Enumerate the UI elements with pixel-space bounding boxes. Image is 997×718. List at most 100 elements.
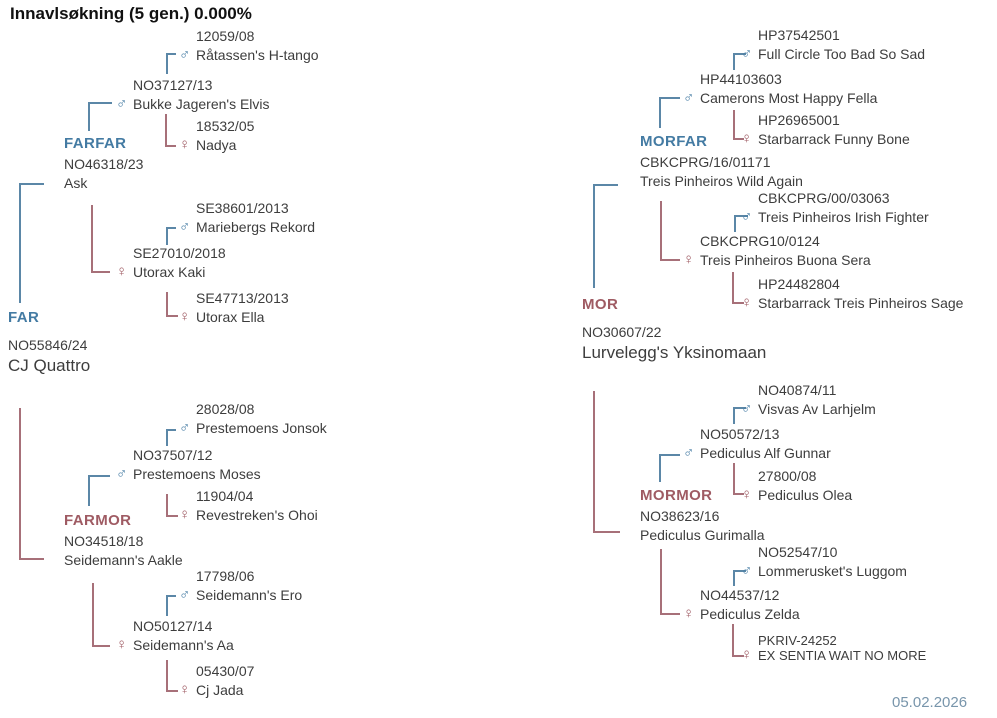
dog-name: Seidemann's Aakle <box>64 552 183 568</box>
father-connector <box>733 407 746 424</box>
dog-name: Nadya <box>196 137 237 153</box>
node-morfar: MORFAR CBKCPRG/16/01171 Treis Pinheiros … <box>640 132 803 191</box>
reg-number: NO38623/16 <box>640 508 720 524</box>
dog-name: Camerons Most Happy Fella <box>700 90 878 106</box>
node-farmormor: NO50127/14 ♀ Seidemann's Aa <box>116 617 234 655</box>
dog-name: Bukke Jageren's Elvis <box>133 96 270 112</box>
node-mormor: MORMOR NO38623/16 Pediculus Gurimalla <box>640 486 765 545</box>
node-farmor: FARMOR NO34518/18 Seidemann's Aakle <box>64 511 183 570</box>
dog-name: Treis Pinheiros Wild Again <box>640 173 803 189</box>
reg-number: NO37507/12 <box>133 447 213 463</box>
reg-number: 18532/05 <box>196 118 255 134</box>
reg-number: NO44537/12 <box>700 587 780 603</box>
node-farfarmor: SE27010/2018 ♀ Utorax Kaki <box>116 244 226 282</box>
node-farmorfar: NO37507/12 ♂ Prestemoens Moses <box>116 446 261 484</box>
dog-name: Pediculus Alf Gunnar <box>700 445 831 461</box>
male-icon: ♂ <box>741 45 753 62</box>
node-morfarfarfar: HP37542501 ♂ Full Circle Too Bad So Sad <box>741 26 926 64</box>
reg-number: 27800/08 <box>758 468 817 484</box>
mother-connector <box>733 463 744 495</box>
father-connector <box>166 595 176 616</box>
node-morfarfar: HP44103603 ♂ Camerons Most Happy Fella <box>683 70 878 108</box>
reg-number: HP26965001 <box>758 112 840 128</box>
dog-name: Pediculus Gurimalla <box>640 527 765 543</box>
node-morfarmor: CBKCPRG10/0124 ♀ Treis Pinheiros Buona Se… <box>683 232 871 270</box>
node-farmorfarfar: 28028/08 ♂ Prestemoens Jonsok <box>179 400 327 438</box>
female-icon: ♀ <box>116 636 128 653</box>
reg-number: NO55846/24 <box>8 337 88 353</box>
dog-name: Lommerusket's Luggom <box>758 563 907 579</box>
node-farfarfarfar: 12059/08 ♂ Råtassen's H-tango <box>179 27 319 65</box>
relation-label-farfar: FARFAR <box>64 135 127 152</box>
dog-name: Prestemoens Moses <box>133 466 261 482</box>
reg-number: SE38601/2013 <box>196 200 289 216</box>
female-icon: ♀ <box>683 251 695 268</box>
male-icon: ♂ <box>741 562 753 579</box>
reg-number: NO52547/10 <box>758 544 838 560</box>
dog-name: EX SENTIA WAIT NO MORE <box>758 648 927 663</box>
female-icon: ♀ <box>741 646 753 663</box>
father-connector <box>166 429 176 446</box>
node-farfarfar: NO37127/13 ♂ Bukke Jageren's Elvis <box>116 76 270 114</box>
female-icon: ♀ <box>741 130 753 147</box>
reg-number: NO30607/22 <box>582 324 662 340</box>
reg-number: HP37542501 <box>758 27 840 43</box>
dog-name: Lurvelegg's Yksinomaan <box>582 343 767 362</box>
reg-number: 11904/04 <box>196 488 254 504</box>
node-farmorfarmor: 11904/04 ♀ Revestreken's Ohoi <box>179 487 318 525</box>
father-connector <box>659 97 680 128</box>
mother-connector <box>92 583 110 647</box>
male-icon: ♂ <box>741 400 753 417</box>
father-connector <box>734 215 748 232</box>
male-icon: ♂ <box>683 89 695 106</box>
node-mormormor: NO44537/12 ♀ Pediculus Zelda <box>683 586 800 624</box>
male-icon: ♂ <box>179 419 191 436</box>
dog-name: Prestemoens Jonsok <box>196 420 327 436</box>
female-icon: ♀ <box>179 308 191 325</box>
mother-connector <box>593 391 620 533</box>
relation-label-far: FAR <box>8 309 40 326</box>
mother-connector <box>733 110 744 140</box>
female-icon: ♀ <box>683 605 695 622</box>
node-farfarmormor: SE47713/2013 ♀ Utorax Ella <box>179 289 289 327</box>
male-icon: ♂ <box>741 208 753 225</box>
reg-number: 17798/06 <box>196 568 255 584</box>
mother-connector <box>91 205 110 273</box>
node-farfar: FARFAR NO46318/23 Ask <box>64 134 143 193</box>
female-icon: ♀ <box>179 506 191 523</box>
male-icon: ♂ <box>116 465 128 482</box>
relation-label-mor: MOR <box>582 296 619 313</box>
female-icon: ♀ <box>116 263 128 280</box>
dog-name: Pediculus Olea <box>758 487 853 503</box>
dog-name: Seidemann's Aa <box>133 637 234 653</box>
father-connector <box>19 183 44 303</box>
reg-number: NO50572/13 <box>700 426 780 442</box>
father-connector <box>659 454 680 482</box>
reg-number: PKRIV-24252 <box>758 633 837 648</box>
dog-name: Utorax Ella <box>196 309 265 325</box>
male-icon: ♂ <box>179 46 191 63</box>
node-far: FAR NO55846/24 CJ Quattro <box>8 308 90 375</box>
mother-connector <box>660 549 680 615</box>
male-icon: ♂ <box>179 218 191 235</box>
node-morfarmormor: HP24482804 ♀ Starbarrack Treis Pinheiros … <box>741 275 964 313</box>
dog-name: Treis Pinheiros Buona Sera <box>700 252 871 268</box>
reg-number: 28028/08 <box>196 401 255 417</box>
reg-number: SE27010/2018 <box>133 245 226 261</box>
male-icon: ♂ <box>116 95 128 112</box>
node-farmormorfar: 17798/06 ♂ Seidemann's Ero <box>179 567 302 605</box>
reg-number: CBKCPRG10/0124 <box>700 233 820 249</box>
male-icon: ♂ <box>179 586 191 603</box>
relation-label-morfar: MORFAR <box>640 133 708 150</box>
node-farmormormor: 05430/07 ♀ Cj Jada <box>179 662 254 700</box>
father-connector <box>88 102 112 131</box>
node-morfarfarmor: HP26965001 ♀ Starbarrack Funny Bone <box>741 111 910 149</box>
mother-connector <box>166 660 178 692</box>
dog-name: Råtassen's H-tango <box>196 47 319 63</box>
dog-name: Full Circle Too Bad So Sad <box>758 46 926 62</box>
dog-name: Starbarrack Treis Pinheiros Sage <box>758 295 964 311</box>
dog-name: Visvas Av Larhjelm <box>758 401 876 417</box>
father-connector <box>166 227 176 245</box>
dog-name: Revestreken's Ohoi <box>196 507 318 523</box>
